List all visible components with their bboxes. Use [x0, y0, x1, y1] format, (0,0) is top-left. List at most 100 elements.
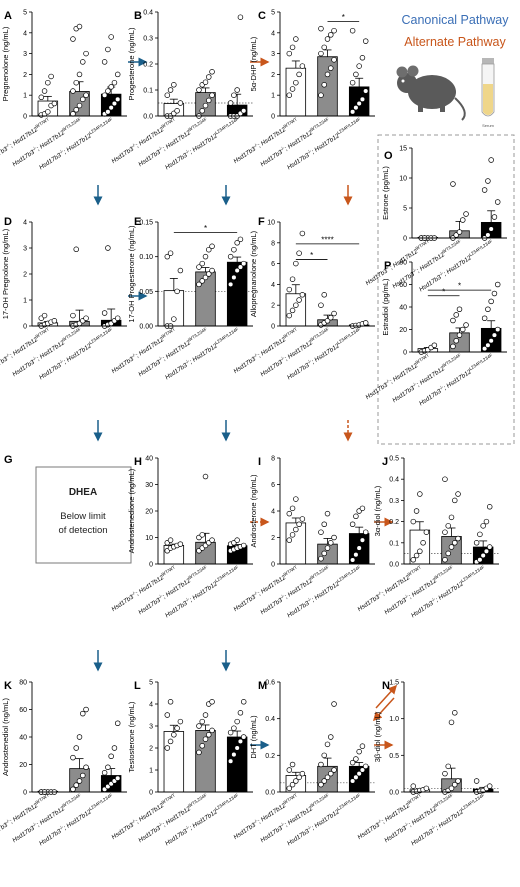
y-tick-label: 2	[271, 72, 275, 79]
y-tick-label: 3	[23, 51, 27, 58]
data-point	[450, 181, 456, 187]
y-tick-label: 4	[149, 702, 153, 709]
data-point	[324, 774, 331, 781]
y-tick-label: 2	[23, 72, 27, 79]
data-point	[362, 38, 369, 44]
data-point	[111, 79, 118, 86]
data-point	[353, 104, 359, 111]
y-tick-label: 1	[271, 93, 275, 100]
data-point	[177, 718, 184, 725]
data-point	[199, 718, 205, 725]
data-point	[171, 316, 177, 322]
data-point	[289, 307, 296, 314]
data-point	[321, 521, 327, 527]
data-point	[48, 73, 54, 80]
data-point	[209, 69, 215, 75]
data-point	[299, 770, 306, 777]
data-point	[209, 537, 215, 543]
data-point	[289, 505, 296, 512]
data-point	[76, 102, 83, 109]
y-tick-label: 0.0	[389, 562, 399, 569]
data-point	[359, 96, 366, 103]
panel-letter-I: I	[258, 456, 261, 468]
data-point	[289, 761, 296, 768]
data-point	[362, 529, 369, 535]
data-point	[413, 508, 420, 514]
y-tick-label: 20	[399, 327, 407, 334]
data-point	[353, 551, 359, 558]
data-point	[199, 108, 205, 114]
data-point	[286, 286, 293, 293]
dhea-title: DHEA	[69, 487, 97, 498]
y-tick-label: 3	[271, 51, 275, 58]
y-tick-label: 0.15	[139, 220, 153, 227]
data-point	[80, 96, 86, 103]
data-point	[234, 745, 240, 751]
data-point	[202, 736, 209, 742]
data-point	[359, 537, 366, 543]
data-point	[442, 770, 448, 777]
panel-letter-E: E	[134, 216, 141, 228]
data-point	[177, 541, 184, 547]
significance-label: *	[204, 224, 207, 233]
data-point	[494, 281, 501, 288]
y-axis-label: 3α-diol (ng/mL)	[373, 485, 382, 536]
data-point	[234, 718, 240, 725]
bar-2	[317, 56, 338, 117]
data-point	[460, 217, 466, 223]
data-point	[349, 778, 356, 784]
data-point	[174, 725, 180, 731]
data-point	[453, 338, 459, 344]
significance-label: *	[342, 13, 345, 22]
y-axis-label: Progesterone (ng/mL)	[127, 27, 136, 100]
data-point	[331, 57, 337, 63]
data-point	[237, 738, 244, 745]
data-point	[101, 92, 108, 98]
panel-letter-P: P	[384, 260, 391, 272]
mouse-illustration	[396, 65, 466, 121]
data-point	[359, 743, 366, 749]
y-tick-label: 0.6	[265, 680, 275, 687]
data-point	[318, 781, 324, 788]
y-tick-label: 4	[271, 282, 275, 289]
y-tick-label: 0.10	[139, 254, 153, 261]
data-point	[202, 473, 209, 480]
y-tick-label: 1	[149, 768, 153, 775]
y-tick-label: 2	[271, 535, 275, 542]
y-tick-label: 4	[23, 30, 27, 37]
data-point	[488, 338, 494, 344]
data-point	[410, 557, 417, 563]
data-point	[431, 342, 438, 349]
y-tick-label: 0	[403, 350, 407, 357]
data-point	[114, 775, 121, 781]
data-point	[485, 306, 491, 313]
data-point	[483, 548, 490, 555]
data-point	[296, 297, 302, 303]
data-point	[167, 87, 174, 93]
data-point	[209, 243, 215, 250]
y-axis-label: Testosterone (ng/mL)	[127, 701, 136, 772]
y-tick-label: 0.3	[389, 498, 399, 505]
data-point	[289, 781, 296, 788]
data-point	[442, 529, 448, 535]
data-point	[494, 326, 501, 333]
data-point	[111, 100, 118, 107]
panel-letter-C: C	[258, 10, 266, 22]
data-point	[41, 88, 48, 94]
data-point	[448, 514, 455, 521]
data-point	[83, 92, 89, 98]
data-point	[362, 763, 369, 770]
data-point	[80, 772, 86, 779]
data-point	[240, 699, 247, 705]
data-point	[359, 767, 366, 773]
data-point	[328, 65, 334, 71]
y-tick-label: 6	[271, 261, 275, 268]
data-point	[227, 729, 234, 736]
y-tick-label: 0.5	[389, 456, 399, 463]
data-point	[101, 310, 108, 316]
